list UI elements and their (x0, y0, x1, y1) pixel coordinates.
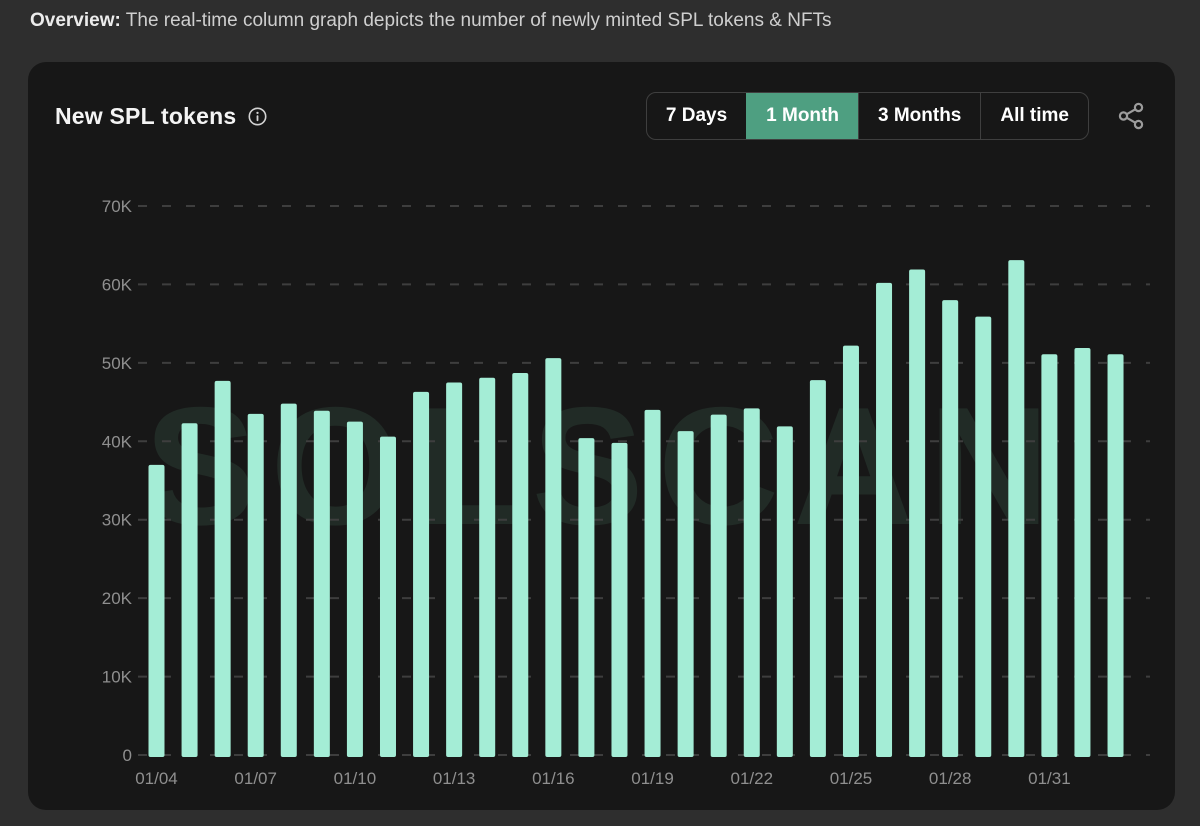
bar-01/30[interactable] (1008, 260, 1025, 757)
bar-01/18[interactable] (611, 442, 628, 757)
bar-01/15[interactable] (512, 373, 529, 757)
y-tick-10K: 10K (102, 668, 133, 687)
bar-01/24[interactable] (809, 380, 826, 757)
range-button-all-time[interactable]: All time (980, 93, 1088, 139)
x-tick-01/19: 01/19 (631, 769, 674, 788)
x-tick-01/31: 01/31 (1028, 769, 1071, 788)
bar-02/01[interactable] (1074, 347, 1091, 757)
bar-01/05[interactable] (181, 423, 198, 757)
range-button-7-days[interactable]: 7 Days (647, 93, 746, 139)
new-spl-tokens-card: SOLSCAN 0 10K 20K 30K 40K 50K 60K 70K 01/04 01/07 0… (28, 62, 1175, 810)
bar-01/27[interactable] (909, 269, 926, 757)
bar-01/22[interactable] (743, 408, 760, 757)
bar-01/28[interactable] (942, 300, 959, 757)
range-button-1-month[interactable]: 1 Month (746, 93, 858, 139)
x-tick-01/07: 01/07 (234, 769, 277, 788)
x-tick-01/22: 01/22 (730, 769, 773, 788)
overview-text: Overview: The real-time column graph dep… (0, 0, 1200, 33)
x-tick-01/04: 01/04 (135, 769, 178, 788)
x-tick-01/13: 01/13 (433, 769, 476, 788)
bar-01/23[interactable] (776, 426, 793, 757)
bar-01/13[interactable] (446, 382, 463, 757)
bar-01/25[interactable] (842, 345, 859, 757)
range-button-3-months[interactable]: 3 Months (857, 93, 980, 139)
y-tick-0: 0 (123, 746, 132, 765)
y-tick-20K: 20K (102, 589, 133, 608)
card-title: New SPL tokens (55, 102, 237, 129)
bar-01/11[interactable] (379, 436, 396, 757)
share-icon[interactable] (1115, 100, 1147, 132)
overview-label: Overview: (30, 10, 121, 31)
bar-01/26[interactable] (876, 282, 893, 757)
bar-01/31[interactable] (1041, 354, 1058, 757)
x-tick-01/16: 01/16 (532, 769, 575, 788)
x-tick-01/28: 01/28 (929, 769, 972, 788)
bar-01/10[interactable] (346, 421, 363, 757)
bar-01/06[interactable] (214, 380, 231, 757)
card-title-wrap: New SPL tokens (55, 103, 646, 130)
y-tick-60K: 60K (102, 275, 133, 294)
card-header: New SPL tokens 7 Days 1 Month 3 Months All … (28, 62, 1175, 140)
x-tick-01/10: 01/10 (334, 769, 377, 788)
y-tick-70K: 70K (102, 197, 133, 216)
time-range-group: 7 Days 1 Month 3 Months All time (645, 92, 1089, 140)
x-tick-01/25: 01/25 (830, 769, 873, 788)
y-tick-30K: 30K (102, 511, 133, 530)
bar-01/17[interactable] (578, 438, 595, 757)
y-tick-50K: 50K (102, 354, 133, 373)
bar-01/04[interactable] (148, 464, 165, 757)
bar-01/14[interactable] (479, 377, 496, 757)
bar-01/20[interactable] (677, 431, 694, 757)
bar-01/08[interactable] (280, 403, 297, 757)
y-tick-40K: 40K (102, 432, 133, 451)
bar-01/07[interactable] (247, 413, 264, 757)
bar-01/21[interactable] (710, 414, 727, 757)
bar-01/19[interactable] (644, 409, 661, 757)
bar-01/29[interactable] (975, 316, 992, 757)
bar-02/02[interactable] (1107, 354, 1124, 757)
overview-description: The real-time column graph depicts the n… (125, 10, 832, 31)
info-icon[interactable] (247, 106, 268, 127)
bar-01/09[interactable] (313, 410, 330, 757)
bar-01/16[interactable] (545, 358, 562, 757)
bar-01/12[interactable] (413, 391, 430, 757)
